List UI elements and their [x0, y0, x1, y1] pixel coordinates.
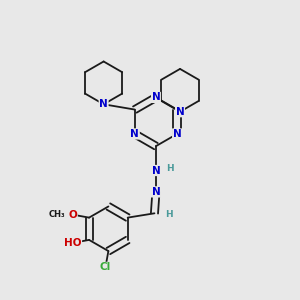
- Text: N: N: [99, 99, 108, 109]
- Text: HO: HO: [64, 238, 82, 248]
- Text: H: H: [165, 210, 172, 219]
- Text: N: N: [152, 187, 160, 197]
- Text: H: H: [167, 164, 174, 172]
- Text: N: N: [173, 129, 182, 139]
- Text: N: N: [176, 107, 184, 117]
- Text: Cl: Cl: [100, 262, 111, 272]
- Text: N: N: [152, 92, 160, 102]
- Text: N: N: [152, 166, 160, 176]
- Text: O: O: [68, 210, 77, 220]
- Text: CH₃: CH₃: [49, 210, 66, 219]
- Text: N: N: [130, 129, 139, 139]
